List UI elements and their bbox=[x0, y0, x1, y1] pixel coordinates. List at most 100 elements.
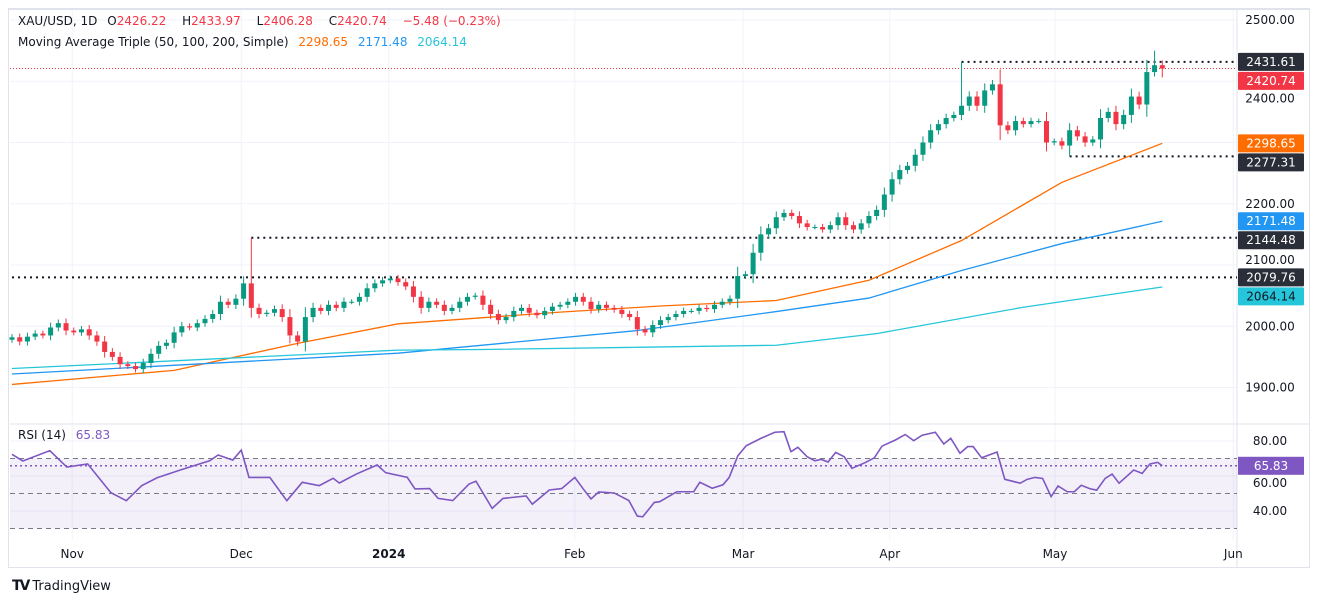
candle bbox=[94, 331, 100, 346]
candle-body bbox=[781, 212, 787, 218]
candle-body bbox=[210, 314, 216, 319]
low-value: 2406.28 bbox=[263, 14, 313, 28]
candle bbox=[820, 223, 826, 233]
candle-body bbox=[426, 301, 432, 308]
candle-body bbox=[1090, 139, 1096, 143]
candle-body bbox=[17, 337, 23, 342]
candle-body bbox=[202, 318, 208, 324]
candle bbox=[959, 61, 965, 121]
candle-body bbox=[441, 304, 447, 311]
candle bbox=[318, 304, 324, 315]
candle bbox=[966, 91, 972, 111]
candle-body bbox=[109, 351, 115, 357]
candle bbox=[1036, 118, 1042, 124]
candle bbox=[1121, 109, 1127, 130]
candle bbox=[1090, 136, 1096, 146]
candle-body bbox=[310, 307, 316, 318]
candle-body bbox=[750, 252, 756, 275]
candle bbox=[9, 334, 15, 343]
candle bbox=[271, 305, 277, 317]
candle-body bbox=[1082, 136, 1088, 143]
candle bbox=[102, 335, 108, 358]
candle-body bbox=[117, 356, 123, 365]
candle bbox=[796, 211, 802, 229]
rsi-legend[interactable]: RSI (14) 65.83 bbox=[18, 428, 116, 442]
candle-body bbox=[464, 296, 470, 302]
candle bbox=[210, 310, 216, 323]
candle bbox=[1067, 123, 1073, 157]
candle bbox=[341, 297, 347, 313]
rsi-tag-text: 65.83 bbox=[1254, 459, 1288, 473]
candle bbox=[32, 330, 38, 341]
rsi-line bbox=[11, 430, 1163, 518]
candle-body bbox=[688, 310, 694, 312]
candle-body bbox=[364, 288, 370, 297]
ma-legend[interactable]: Moving Average Triple (50, 100, 200, Sim… bbox=[18, 35, 473, 49]
candle bbox=[742, 271, 748, 280]
candle bbox=[55, 319, 61, 332]
ma50-line bbox=[11, 142, 1163, 386]
candle bbox=[997, 69, 1003, 141]
price-tag-bg bbox=[1238, 231, 1304, 250]
candle bbox=[349, 299, 355, 305]
candle bbox=[866, 211, 872, 229]
chart-frame[interactable] bbox=[8, 8, 1310, 568]
candle bbox=[179, 321, 185, 337]
candle-body bbox=[1043, 121, 1049, 143]
candle-body bbox=[1059, 141, 1065, 146]
candle-body bbox=[449, 307, 455, 311]
rsi-title: RSI (14) bbox=[18, 428, 66, 442]
candle-body bbox=[627, 314, 633, 318]
candle-body bbox=[596, 304, 602, 310]
candle bbox=[472, 292, 478, 300]
candle-body bbox=[843, 217, 849, 226]
candle-body bbox=[1005, 125, 1011, 131]
candle-body bbox=[341, 301, 347, 308]
candle bbox=[650, 320, 656, 338]
candle-body bbox=[712, 304, 718, 310]
candle bbox=[549, 302, 555, 315]
candle-body bbox=[372, 283, 378, 289]
candle-body bbox=[356, 296, 362, 302]
candle bbox=[912, 148, 918, 172]
candle-body bbox=[233, 298, 239, 305]
candle bbox=[596, 301, 602, 313]
price-tag-2431.61: 2431.61 bbox=[1238, 52, 1304, 71]
candle bbox=[835, 212, 841, 231]
candle bbox=[665, 313, 671, 324]
price-tag-2079.76: 2079.76 bbox=[1238, 268, 1304, 287]
candle-body bbox=[881, 194, 887, 210]
candle bbox=[542, 307, 548, 319]
candle bbox=[1013, 115, 1019, 136]
candle bbox=[356, 292, 362, 306]
candle-body bbox=[1098, 118, 1104, 140]
candle-body bbox=[418, 296, 424, 308]
symbol-label: XAU/USD, 1D bbox=[18, 14, 98, 28]
candle bbox=[17, 333, 23, 346]
candle-body bbox=[434, 301, 440, 305]
open-label: O bbox=[107, 14, 117, 28]
candle-body bbox=[333, 304, 339, 308]
candle-body bbox=[874, 209, 880, 216]
candle bbox=[789, 209, 795, 220]
candle bbox=[905, 162, 911, 174]
candle-body bbox=[619, 309, 625, 314]
candle bbox=[989, 80, 995, 95]
candle bbox=[256, 303, 262, 319]
candle bbox=[1152, 50, 1158, 77]
candle-body bbox=[1028, 121, 1034, 125]
rsi-tick-label: 40.00 bbox=[1253, 504, 1287, 518]
candle-body bbox=[812, 227, 818, 229]
ma200-line bbox=[11, 286, 1163, 370]
candle bbox=[565, 298, 571, 309]
candle-body bbox=[156, 345, 162, 354]
candle bbox=[387, 275, 393, 284]
candle-body bbox=[125, 364, 131, 367]
candle bbox=[920, 136, 926, 161]
price-tag-text: 2171.48 bbox=[1246, 214, 1296, 228]
price-tag-bg bbox=[1238, 71, 1304, 90]
price-tag-2277.31: 2277.31 bbox=[1238, 153, 1304, 172]
tradingview-logo[interactable]: TV TradingView bbox=[12, 578, 111, 594]
rsi-value-tag: 65.83 bbox=[1238, 456, 1304, 475]
